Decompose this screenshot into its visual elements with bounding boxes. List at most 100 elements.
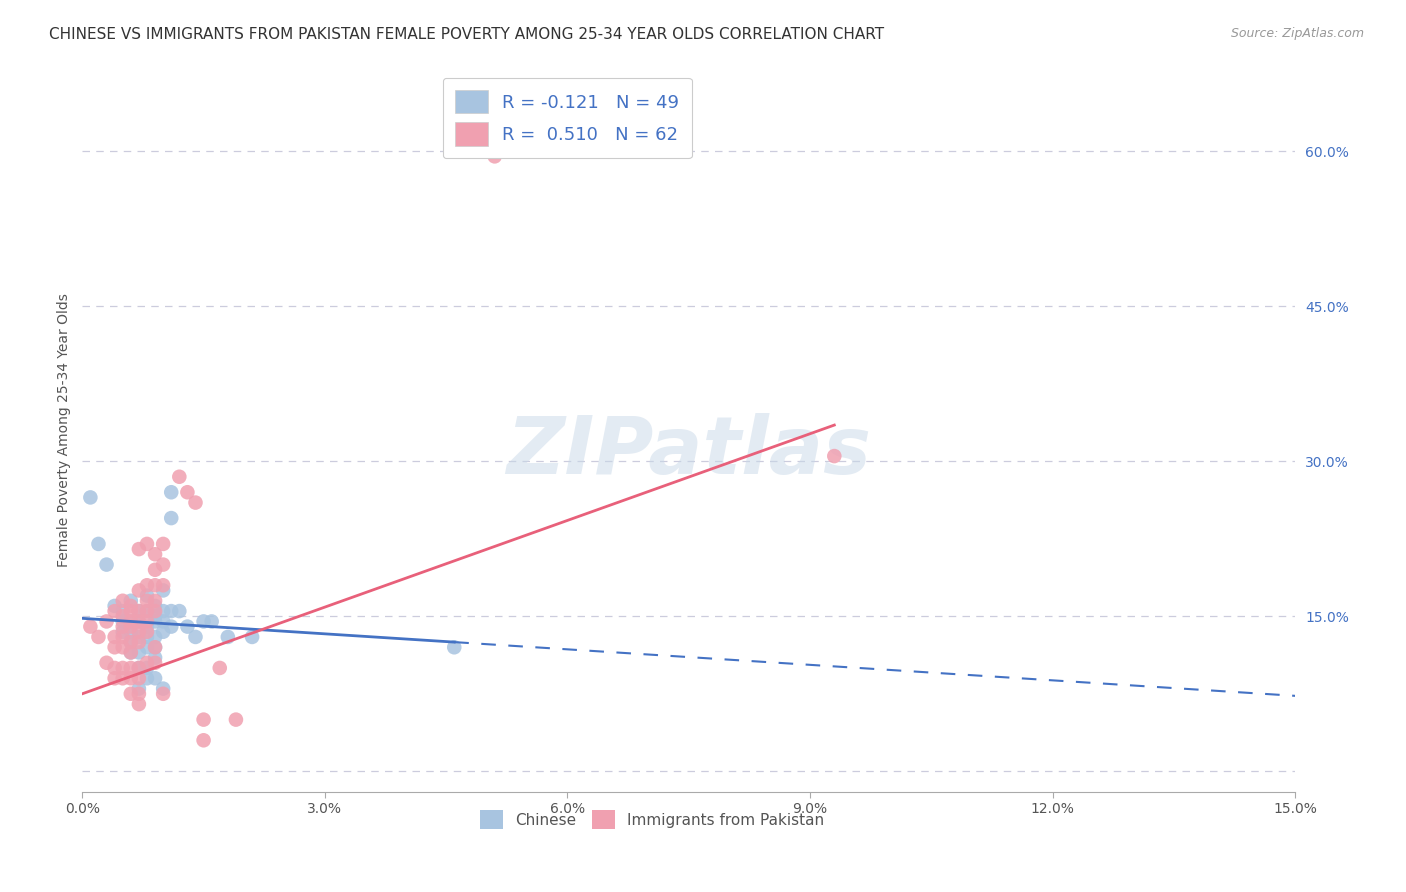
- Point: [143, 563, 166, 577]
- Point: [120, 645, 142, 659]
- Point: [128, 604, 150, 618]
- Point: [143, 609, 166, 624]
- Point: [120, 687, 142, 701]
- Text: CHINESE VS IMMIGRANTS FROM PAKISTAN FEMALE POVERTY AMONG 25-34 YEAR OLDS CORRELA: CHINESE VS IMMIGRANTS FROM PAKISTAN FEMA…: [49, 27, 884, 42]
- Point: [87, 630, 110, 644]
- Point: [128, 671, 150, 685]
- Point: [120, 604, 142, 618]
- Point: [104, 599, 127, 613]
- Point: [111, 609, 134, 624]
- Point: [136, 537, 159, 551]
- Point: [79, 619, 101, 633]
- Point: [184, 495, 207, 509]
- Point: [160, 511, 183, 525]
- Point: [96, 615, 118, 629]
- Point: [136, 589, 159, 603]
- Point: [160, 485, 183, 500]
- Point: [225, 713, 247, 727]
- Point: [120, 599, 142, 613]
- Point: [128, 542, 150, 557]
- Point: [169, 604, 191, 618]
- Point: [128, 624, 150, 639]
- Point: [143, 594, 166, 608]
- Point: [96, 656, 118, 670]
- Point: [160, 619, 183, 633]
- Point: [152, 624, 174, 639]
- Point: [128, 681, 150, 696]
- Point: [104, 640, 127, 655]
- Point: [143, 604, 166, 618]
- Point: [136, 604, 159, 618]
- Point: [152, 537, 174, 551]
- Point: [120, 635, 142, 649]
- Point: [120, 619, 142, 633]
- Point: [136, 594, 159, 608]
- Text: Source: ZipAtlas.com: Source: ZipAtlas.com: [1230, 27, 1364, 40]
- Point: [111, 624, 134, 639]
- Point: [136, 671, 159, 685]
- Point: [152, 615, 174, 629]
- Point: [111, 619, 134, 633]
- Point: [111, 630, 134, 644]
- Point: [120, 624, 142, 639]
- Point: [152, 578, 174, 592]
- Point: [136, 619, 159, 633]
- Point: [79, 491, 101, 505]
- Point: [823, 449, 845, 463]
- Point: [136, 615, 159, 629]
- Point: [128, 645, 150, 659]
- Point: [128, 697, 150, 711]
- Point: [120, 661, 142, 675]
- Point: [152, 558, 174, 572]
- Point: [96, 558, 118, 572]
- Point: [217, 630, 239, 644]
- Point: [143, 640, 166, 655]
- Point: [111, 594, 134, 608]
- Point: [136, 604, 159, 618]
- Point: [143, 656, 166, 670]
- Point: [443, 640, 465, 655]
- Point: [143, 640, 166, 655]
- Point: [104, 671, 127, 685]
- Point: [160, 604, 183, 618]
- Point: [143, 671, 166, 685]
- Point: [128, 583, 150, 598]
- Point: [128, 635, 150, 649]
- Point: [184, 630, 207, 644]
- Point: [120, 615, 142, 629]
- Point: [136, 640, 159, 655]
- Point: [176, 485, 198, 500]
- Point: [120, 671, 142, 685]
- Point: [152, 687, 174, 701]
- Y-axis label: Female Poverty Among 25-34 Year Olds: Female Poverty Among 25-34 Year Olds: [58, 293, 72, 567]
- Point: [136, 624, 159, 639]
- Point: [111, 671, 134, 685]
- Point: [484, 149, 506, 163]
- Point: [104, 630, 127, 644]
- Point: [152, 681, 174, 696]
- Point: [120, 635, 142, 649]
- Point: [104, 604, 127, 618]
- Point: [111, 661, 134, 675]
- Point: [120, 645, 142, 659]
- Point: [128, 604, 150, 618]
- Point: [152, 604, 174, 618]
- Point: [201, 615, 224, 629]
- Point: [136, 661, 159, 675]
- Point: [169, 469, 191, 483]
- Point: [120, 594, 142, 608]
- Point: [136, 656, 159, 670]
- Point: [120, 615, 142, 629]
- Point: [193, 713, 215, 727]
- Point: [240, 630, 263, 644]
- Point: [128, 661, 150, 675]
- Point: [143, 599, 166, 613]
- Point: [104, 661, 127, 675]
- Point: [111, 615, 134, 629]
- Point: [128, 615, 150, 629]
- Point: [128, 661, 150, 675]
- Point: [143, 578, 166, 592]
- Point: [136, 630, 159, 644]
- Point: [193, 615, 215, 629]
- Point: [143, 547, 166, 561]
